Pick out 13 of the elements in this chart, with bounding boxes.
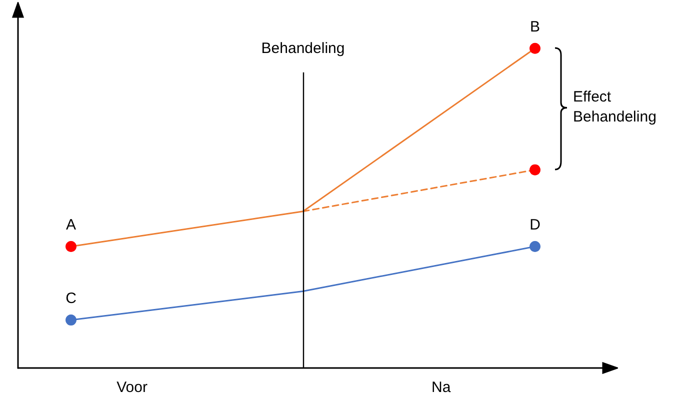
annotation: A: [66, 216, 76, 234]
point: [530, 241, 540, 252]
text: B: [530, 18, 540, 36]
text: Voor: [116, 379, 148, 396]
annotation: C: [66, 290, 77, 308]
annotation: D: [530, 216, 541, 234]
annotation: Behandeling: [261, 40, 345, 57]
point: [66, 314, 76, 326]
point: [530, 42, 540, 54]
annotation: Effect Behandeling: [573, 88, 656, 126]
point: [66, 241, 76, 252]
text: Na: [432, 379, 452, 396]
point: [530, 164, 540, 176]
